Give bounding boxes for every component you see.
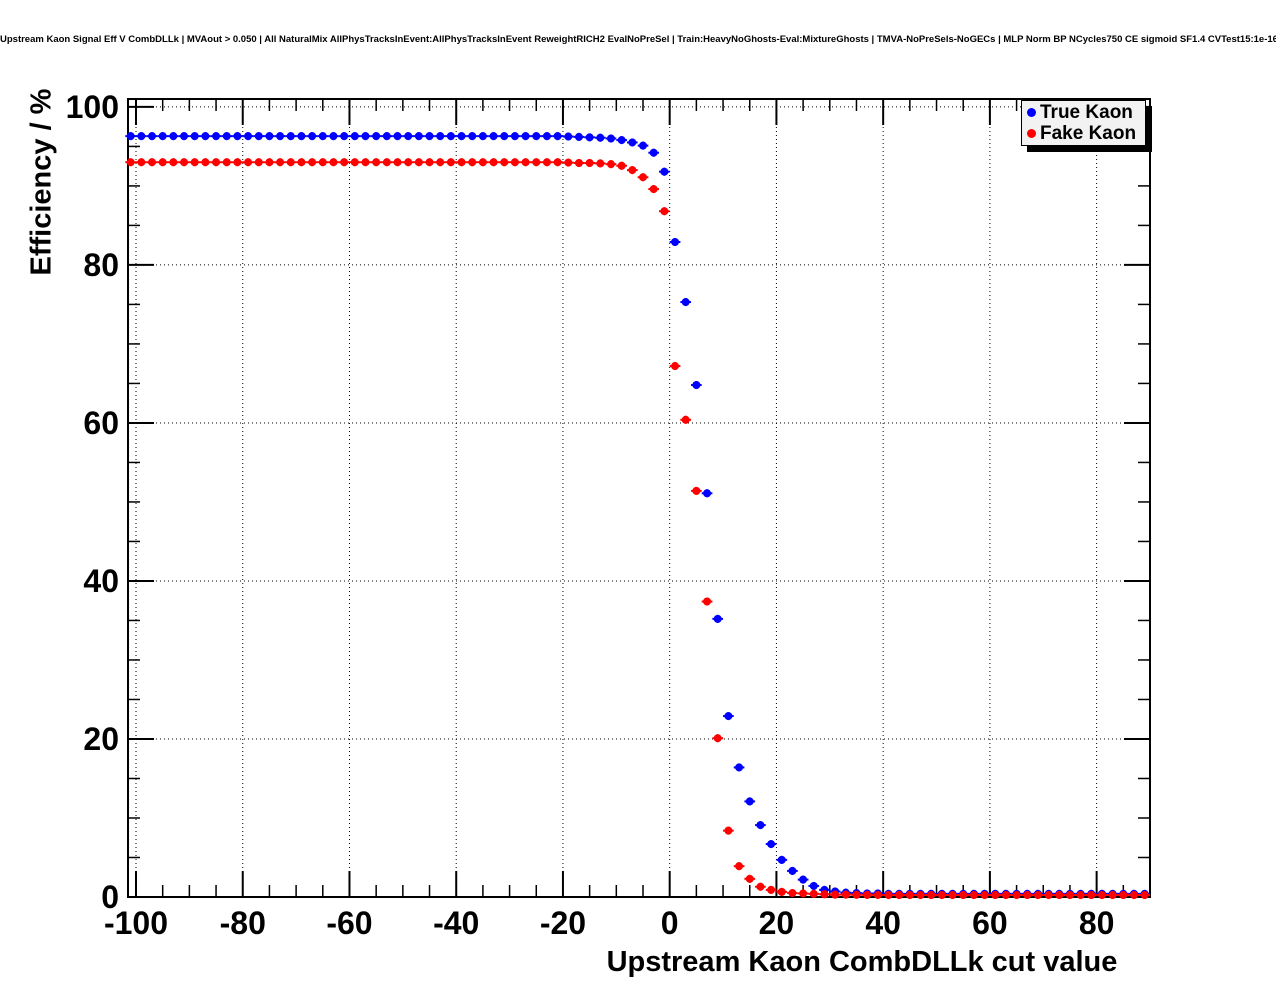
legend-label-true-kaon: True Kaon <box>1040 102 1133 123</box>
y-tick-label: 80 <box>83 246 119 283</box>
y-tick-label: 0 <box>101 879 119 915</box>
true-kaon-marker-icon <box>1027 108 1036 117</box>
x-tick-label: 20 <box>758 905 795 941</box>
legend-entry-fake-kaon: Fake Kaon <box>1027 123 1145 144</box>
x-tick-label: 60 <box>972 905 1008 941</box>
y-tick-label: 100 <box>65 88 119 125</box>
series-fake-kaon <box>125 158 1150 900</box>
x-tick-label: 0 <box>660 905 679 941</box>
y-tick-label: 20 <box>83 720 119 757</box>
fake-kaon-marker-icon <box>1027 129 1036 138</box>
x-tick-label: 40 <box>865 905 901 941</box>
x-tick-label: -20 <box>539 905 587 941</box>
x-tick-label: -60 <box>326 905 373 941</box>
series-true-kaon <box>125 132 1150 898</box>
x-tick-label: -80 <box>219 905 266 941</box>
plot-title: Upstream Kaon Signal Eff V CombDLLk | MV… <box>0 34 1276 45</box>
x-tick-label: 80 <box>1078 905 1115 941</box>
y-tick-label: 40 <box>83 562 119 599</box>
gridlines <box>128 99 1150 897</box>
axis-ticks <box>128 99 1150 898</box>
legend-entry-true-kaon: True Kaon <box>1027 102 1145 123</box>
x-tick-label: -100 <box>103 905 169 941</box>
plot-frame <box>127 98 1151 898</box>
legend: True Kaon Fake Kaon <box>1021 100 1146 146</box>
y-tick-label: 60 <box>83 404 119 441</box>
legend-label-fake-kaon: Fake Kaon <box>1040 123 1137 144</box>
x-tick-label: -40 <box>433 905 480 941</box>
x-axis-title: Upstream Kaon CombDLLk cut value <box>606 946 1118 978</box>
